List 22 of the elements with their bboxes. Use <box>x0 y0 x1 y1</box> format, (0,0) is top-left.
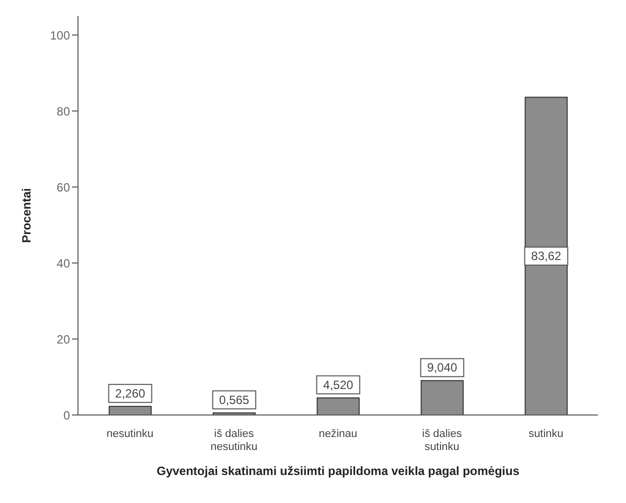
bar <box>420 380 464 415</box>
x-axis-title: Gyventojai skatinami užsiimti papildoma veikla pagal pomėgius <box>156 464 520 478</box>
y-tick-label: 60 <box>56 180 70 194</box>
bar <box>524 96 568 415</box>
x-tick-label: nežinau <box>318 428 358 440</box>
data-label: 0,565 <box>219 392 250 407</box>
bar <box>108 406 152 415</box>
x-tick-label: nesutinku <box>106 428 154 440</box>
y-tick-label: 0 <box>63 408 70 422</box>
x-tick-label: iš dalies nesutinku <box>210 428 258 453</box>
x-tick-label: sutinku <box>528 428 564 440</box>
data-label: 4,520 <box>323 378 354 392</box>
y-tick-label: 40 <box>56 256 70 270</box>
y-axis-title: Procentai <box>19 188 34 243</box>
data-label: 9,040 <box>427 360 458 375</box>
data-label: 2,260 <box>115 386 146 400</box>
bar <box>316 397 360 415</box>
y-tick-label: 100 <box>50 28 70 42</box>
data-label: 83,62 <box>531 249 562 264</box>
x-tick-label: iš dalies sutinku <box>422 428 462 453</box>
y-tick-label: 80 <box>56 104 70 118</box>
y-tick-label: 20 <box>56 332 70 346</box>
